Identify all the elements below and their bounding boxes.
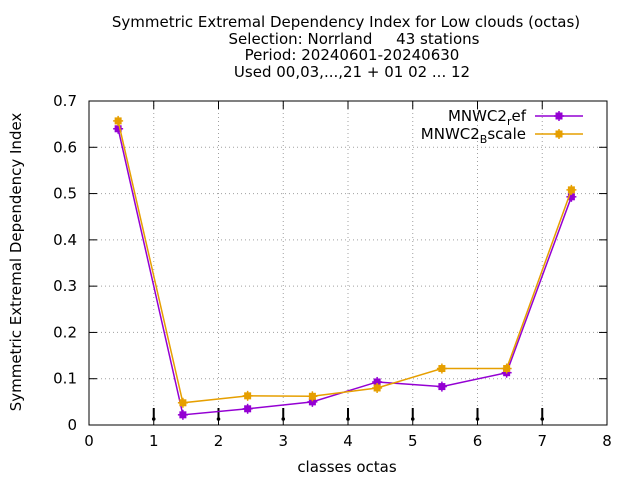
x-tick-label: 5: [408, 432, 418, 450]
y-tick-label: 0.4: [53, 231, 77, 249]
y-axis-label: Symmetric Extremal Dependency Index: [7, 113, 25, 412]
x-axis-label: classes octas: [297, 458, 397, 476]
legend-label: MNWC2ref: [448, 107, 527, 128]
bottom-marker-dot: [410, 417, 415, 421]
x-tick-label: 7: [537, 432, 547, 450]
y-tick-label: 0: [67, 416, 77, 434]
x-tick-label: 4: [343, 432, 353, 450]
y-tick-label: 0.6: [53, 138, 77, 156]
bottom-marker-dot: [475, 417, 480, 421]
legend-label-sub: r: [507, 115, 512, 128]
chart-subtitle-selection: Selection: Norrland 43 stations: [228, 29, 480, 48]
plot-border: [88, 100, 608, 426]
y-tick-label: 0.1: [53, 370, 77, 388]
bottom-marker-dot: [346, 417, 350, 421]
x-tick-label: 0: [84, 432, 94, 450]
series-0: [113, 123, 577, 420]
bottom-markers: [151, 408, 545, 421]
chart-subtitle-period: Period: 20240601-20240630: [244, 46, 460, 64]
axes: 0 0.1 0.2 0.3 0.4 0.5 0.6 0.7 0 1 2 3 4 5 6 7 8: [53, 92, 612, 450]
grid: [89, 101, 607, 425]
x-tick-label: 6: [473, 432, 483, 450]
series-line: [117, 120, 573, 404]
x-tick-label: 2: [214, 432, 224, 450]
series-layer: [113, 115, 577, 420]
legend-label-tail: ef: [511, 107, 526, 125]
bottom-marker-dot: [151, 417, 156, 421]
legend-label-sub: B: [480, 133, 488, 146]
chart-title-block: Symmetric Extremal Dependency Index for …: [0, 14, 640, 80]
x-tick-label: 3: [278, 432, 288, 450]
legend-label-tail: scale: [487, 125, 526, 143]
y-tick-label: 0.3: [53, 277, 77, 295]
bottom-marker-dot: [216, 417, 221, 421]
bottom-marker-dot: [281, 417, 286, 421]
legend-label: MNWC2Bscale: [421, 125, 526, 146]
y-tick-label: 0.5: [53, 185, 77, 203]
x-tick-label: 1: [149, 432, 159, 450]
chart-title: Symmetric Extremal Dependency Index for …: [111, 13, 581, 31]
bottom-marker-dot: [540, 417, 545, 421]
y-tick-label: 0.7: [53, 92, 77, 110]
x-tick-label: 8: [602, 432, 612, 450]
legend-label-main: MNWC2: [448, 107, 507, 125]
legend-label-main: MNWC2: [421, 125, 480, 143]
y-tick-label: 0.2: [53, 323, 77, 341]
chart-subtitle-used: Used 00,03,...,21 + 01 02 ... 12: [233, 62, 471, 81]
series-1: [113, 115, 577, 408]
